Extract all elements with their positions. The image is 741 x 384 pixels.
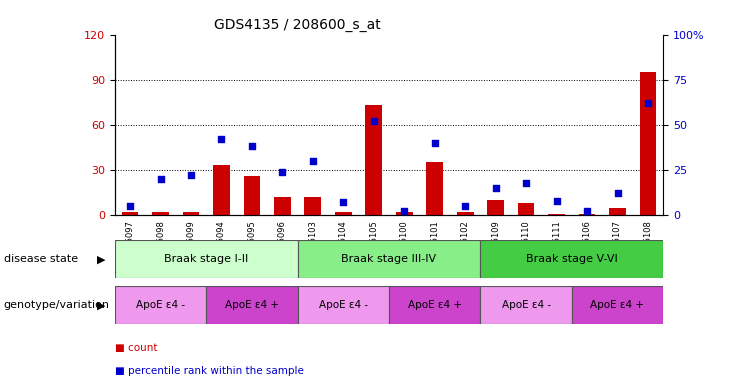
Bar — [572, 286, 663, 324]
Point — [399, 209, 411, 215]
Bar — [182, 212, 199, 215]
Bar — [152, 212, 169, 215]
Bar — [389, 286, 480, 324]
Bar — [518, 203, 534, 215]
Bar — [456, 212, 473, 215]
Point — [490, 185, 502, 191]
Point — [246, 143, 258, 149]
Text: genotype/variation: genotype/variation — [4, 300, 110, 310]
Text: ■ count: ■ count — [115, 343, 157, 353]
Point — [124, 203, 136, 209]
Bar — [396, 212, 413, 215]
Bar — [426, 162, 443, 215]
Bar — [639, 72, 657, 215]
Bar — [244, 176, 260, 215]
Bar — [548, 214, 565, 215]
Text: ApoE ε4 +: ApoE ε4 + — [591, 300, 645, 310]
Point — [368, 118, 379, 124]
Text: Braak stage III-IV: Braak stage III-IV — [342, 254, 436, 264]
Bar — [115, 240, 298, 278]
Point — [185, 172, 197, 179]
Point — [307, 158, 319, 164]
Point — [520, 179, 532, 185]
Point — [611, 190, 623, 197]
Bar — [213, 166, 230, 215]
Bar — [298, 240, 480, 278]
Bar — [298, 286, 389, 324]
Bar — [305, 197, 322, 215]
Bar — [206, 286, 298, 324]
Point — [642, 100, 654, 106]
Bar — [480, 240, 663, 278]
Bar — [609, 207, 626, 215]
Text: disease state: disease state — [4, 254, 78, 264]
Text: Braak stage V-VI: Braak stage V-VI — [526, 254, 618, 264]
Text: GDS4135 / 208600_s_at: GDS4135 / 208600_s_at — [213, 18, 380, 32]
Bar — [115, 286, 206, 324]
Text: ■ percentile rank within the sample: ■ percentile rank within the sample — [115, 366, 304, 376]
Bar — [274, 197, 290, 215]
Text: Braak stage I-II: Braak stage I-II — [164, 254, 248, 264]
Point — [216, 136, 227, 142]
Point — [337, 199, 349, 205]
Bar — [488, 200, 504, 215]
Text: ApoE ε4 -: ApoE ε4 - — [136, 300, 185, 310]
Bar — [480, 286, 572, 324]
Text: ApoE ε4 +: ApoE ε4 + — [408, 300, 462, 310]
Point — [551, 197, 562, 204]
Point — [581, 209, 593, 215]
Point — [429, 140, 441, 146]
Bar — [365, 105, 382, 215]
Bar — [122, 212, 139, 215]
Text: ApoE ε4 -: ApoE ε4 - — [502, 300, 551, 310]
Text: ApoE ε4 +: ApoE ε4 + — [225, 300, 279, 310]
Text: ▶: ▶ — [98, 254, 106, 264]
Text: ApoE ε4 -: ApoE ε4 - — [319, 300, 368, 310]
Point — [155, 176, 167, 182]
Point — [459, 203, 471, 209]
Bar — [335, 212, 352, 215]
Bar — [579, 214, 596, 215]
Point — [276, 169, 288, 175]
Text: ▶: ▶ — [98, 300, 106, 310]
